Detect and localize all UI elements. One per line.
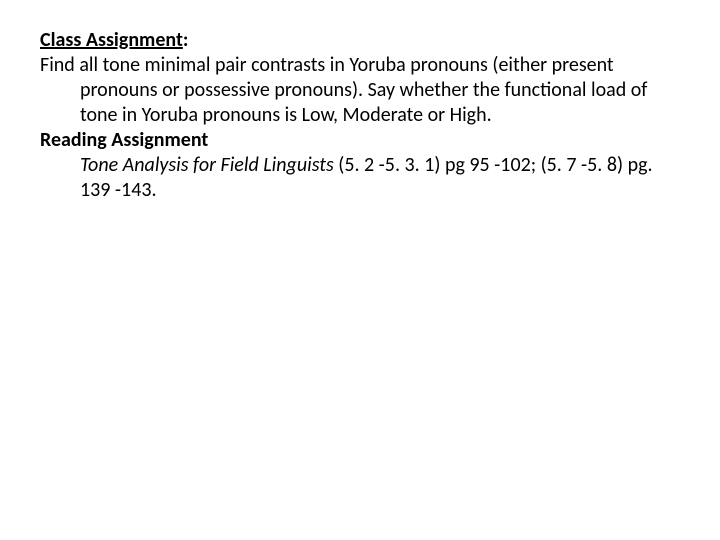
document-page: Class Assignment: Find all tone minimal … bbox=[0, 0, 720, 203]
reading-book-title: Tone Analysis for Field Linguists bbox=[80, 153, 334, 177]
reading-assignment-heading: Reading Assignment bbox=[40, 128, 680, 153]
reading-assignment-body: Tone Analysis for Field Linguists (5. 2 … bbox=[40, 153, 680, 203]
class-assignment-body: Find all tone minimal pair contrasts in … bbox=[40, 53, 680, 128]
class-assignment-heading: Class Assignment bbox=[40, 28, 183, 52]
class-assignment-heading-colon: : bbox=[183, 28, 189, 52]
class-assignment-block: Class Assignment: bbox=[40, 28, 680, 53]
